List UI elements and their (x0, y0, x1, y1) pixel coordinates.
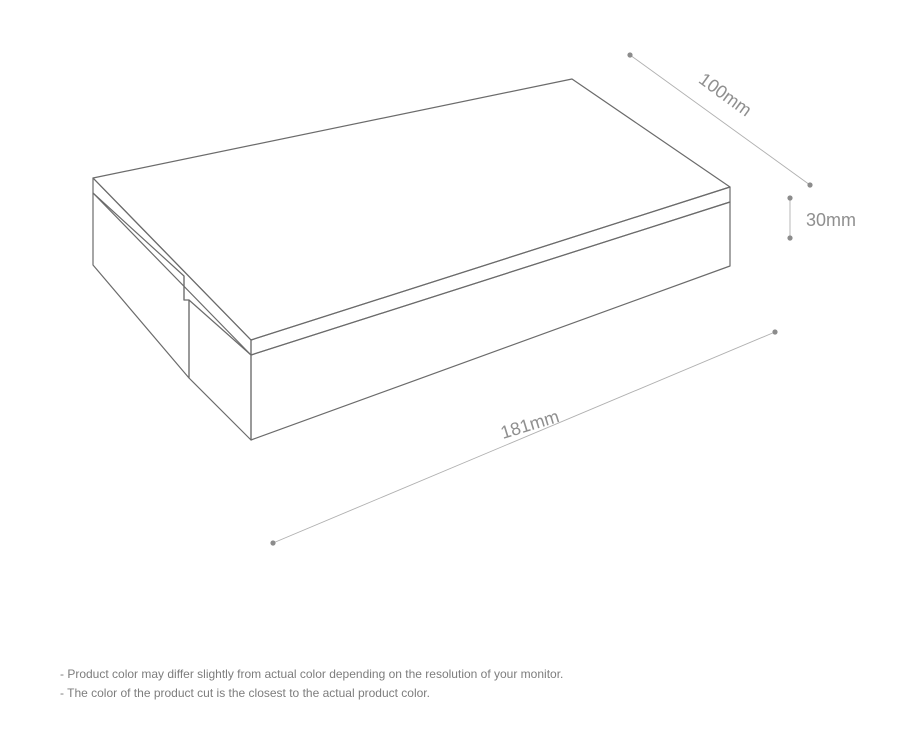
dim-line-depth (630, 55, 810, 185)
footer-notes: - Product color may differ slightly from… (60, 665, 563, 703)
note-line-1: - Product color may differ slightly from… (60, 665, 563, 684)
dim-label-height: 30mm (806, 210, 856, 231)
diagram-stage: 100mm 30mm 181mm - Product color may dif… (0, 0, 910, 749)
note-line-2: - The color of the product cut is the cl… (60, 684, 563, 703)
box-drawing (0, 0, 910, 749)
